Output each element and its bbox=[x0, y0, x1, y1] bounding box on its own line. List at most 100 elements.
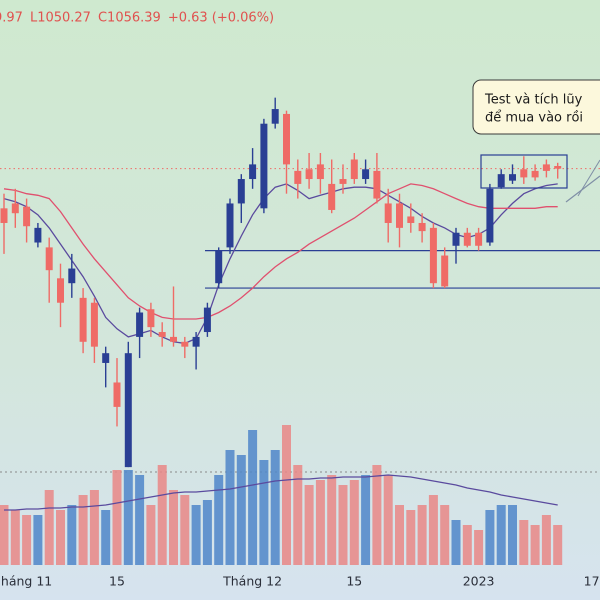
candle-body bbox=[294, 170, 302, 184]
candle-body bbox=[113, 382, 121, 407]
volume-ma bbox=[4, 474, 558, 511]
candle-body bbox=[362, 169, 370, 180]
volume-bar bbox=[361, 475, 371, 565]
x-tick-label: Tháng 12 bbox=[222, 574, 282, 589]
volume-bar bbox=[530, 525, 540, 565]
volume-bar bbox=[259, 460, 269, 565]
candle-body bbox=[316, 164, 324, 180]
candle-body bbox=[463, 232, 471, 246]
volume-bar bbox=[214, 475, 224, 565]
volume-bar bbox=[553, 525, 563, 565]
candle-body bbox=[34, 227, 42, 243]
candle-body bbox=[407, 216, 415, 223]
candle-body bbox=[384, 203, 392, 223]
candle-body bbox=[124, 353, 132, 468]
annotation-text: Test và tích lũy bbox=[484, 93, 583, 108]
volume-bar bbox=[135, 475, 145, 565]
candle-body bbox=[11, 203, 19, 214]
candle-body bbox=[249, 164, 257, 180]
candle-body bbox=[57, 278, 64, 303]
volume-bar bbox=[383, 475, 393, 565]
candle-body bbox=[339, 179, 347, 184]
candle-body bbox=[237, 179, 245, 204]
volume-bar bbox=[462, 525, 472, 565]
range-box bbox=[480, 154, 568, 189]
candle-body bbox=[305, 169, 313, 180]
candle-body bbox=[170, 336, 177, 342]
volume-bar bbox=[202, 500, 212, 565]
x-tick-label: 17 bbox=[584, 574, 600, 589]
volume-bar bbox=[451, 520, 461, 565]
volume-bar bbox=[191, 505, 201, 565]
candle-body bbox=[90, 302, 98, 347]
candle-body bbox=[136, 312, 144, 337]
candle-body bbox=[429, 227, 437, 284]
volume-bar bbox=[180, 495, 190, 565]
candle-body bbox=[509, 174, 516, 181]
volume-bar bbox=[372, 465, 382, 565]
volume-bar bbox=[10, 510, 20, 565]
volume-bar bbox=[282, 425, 291, 565]
x-axis: háng 11 15 Tháng 12 15 2023 17 bbox=[1, 574, 600, 589]
volume-bar bbox=[541, 515, 551, 565]
header-value: +0.63 (+0.06%) bbox=[168, 11, 274, 26]
candle-body bbox=[260, 123, 268, 209]
volume-bar bbox=[248, 430, 258, 565]
trend-line bbox=[577, 159, 600, 197]
x-tick-label: 15 bbox=[109, 574, 125, 589]
volume-bar bbox=[112, 470, 122, 565]
annotation-text: để mua vào rồi bbox=[485, 111, 583, 126]
volume-bar bbox=[338, 485, 348, 565]
candle-body bbox=[520, 169, 528, 178]
candle-body bbox=[452, 232, 460, 246]
moving-average bbox=[3, 183, 558, 320]
candle-body bbox=[554, 166, 562, 169]
volume-bar bbox=[123, 470, 133, 565]
volume-bar bbox=[428, 495, 438, 565]
candle-body bbox=[215, 250, 223, 284]
candle-body bbox=[0, 208, 8, 223]
volume-bar bbox=[44, 490, 54, 565]
header-value: 9.97 bbox=[0, 11, 23, 26]
volume-bar bbox=[417, 505, 427, 565]
candle-body bbox=[45, 247, 53, 271]
volume-bar bbox=[293, 465, 303, 565]
candle-body bbox=[475, 232, 483, 246]
volume-bar bbox=[169, 490, 178, 565]
volume-bar bbox=[236, 455, 246, 565]
candle-body bbox=[441, 255, 449, 287]
volume-bar bbox=[304, 485, 314, 565]
candle-body bbox=[68, 268, 76, 284]
volume-bar bbox=[0, 505, 9, 565]
volume-bar bbox=[327, 475, 337, 565]
candle-body bbox=[79, 297, 87, 342]
candle-body bbox=[350, 159, 358, 180]
candle-body bbox=[418, 222, 426, 232]
candle-body bbox=[373, 170, 381, 199]
volume-bar bbox=[508, 505, 517, 565]
candle-body bbox=[181, 341, 189, 347]
volume-bar bbox=[146, 505, 156, 565]
volume-bar bbox=[406, 510, 416, 565]
plot bbox=[0, 97, 600, 565]
candle-body bbox=[226, 203, 234, 248]
volume-bar bbox=[89, 490, 99, 565]
candle-body bbox=[102, 353, 110, 363]
candle-body bbox=[531, 170, 539, 178]
candle-body bbox=[23, 206, 31, 227]
candle-body bbox=[147, 309, 155, 328]
volume-bar bbox=[315, 480, 325, 565]
candle-body bbox=[486, 188, 494, 243]
volume-bar bbox=[519, 520, 529, 565]
candle-body bbox=[542, 164, 550, 171]
volume-bar bbox=[496, 505, 506, 565]
candle-body bbox=[497, 174, 505, 188]
annotation-box bbox=[472, 79, 600, 135]
volume-bar bbox=[33, 515, 43, 565]
volume-bar bbox=[474, 530, 484, 565]
volume-bar bbox=[440, 505, 450, 565]
volume-bar bbox=[22, 515, 32, 565]
candle-body bbox=[158, 332, 166, 337]
